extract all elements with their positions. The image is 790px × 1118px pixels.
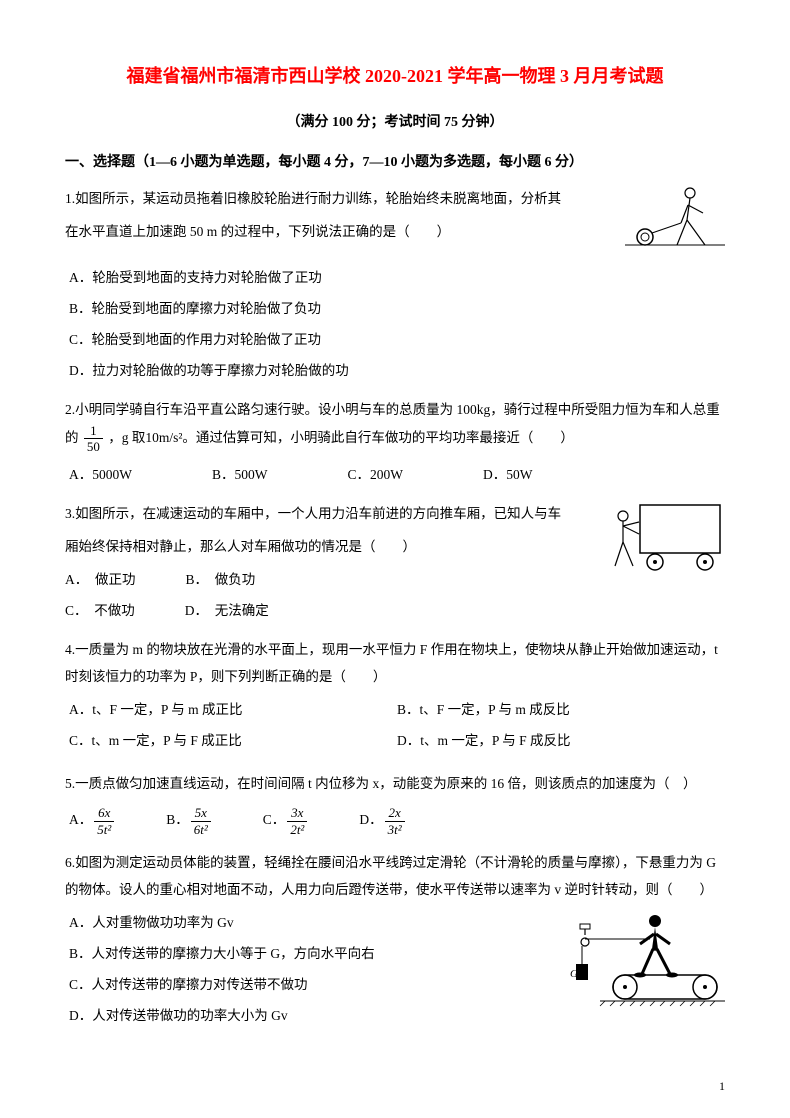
q4-optC: C．t、m 一定，P 与 F 成正比 bbox=[69, 727, 397, 754]
q5-optD: D．2x3t² bbox=[359, 805, 406, 837]
svg-text:G: G bbox=[570, 968, 578, 980]
question-5: 5.一质点做匀加速直线运动，在时间间隔 t 内位移为 x，动能变为原来的 16 … bbox=[65, 770, 725, 837]
q4-optA: A．t、F 一定，P 与 m 成正比 bbox=[69, 696, 397, 723]
question-3: 3.如图所示，在减速运动的车厢中，一个人用力沿车前进的方向推车厢，已知人与车 厢… bbox=[65, 500, 725, 624]
q5-optB: B．5x6t² bbox=[166, 805, 213, 837]
q1-optD: D．拉力对轮胎做的功等于摩擦力对轮胎做的功 bbox=[69, 357, 725, 384]
q6-optB: B．人对传送带的摩擦力大小等于 G，方向水平向右 bbox=[69, 940, 560, 967]
section-heading: 一、选择题（1—6 小题为单选题，每小题 4 分，7—10 小题为多选题，每小题… bbox=[65, 150, 725, 175]
q6-optA: A．人对重物做功功率为 Gv bbox=[69, 909, 560, 936]
q3-optC: C． 不做功 bbox=[65, 597, 135, 624]
q6-optC: C．人对传送带的摩擦力对传送带不做功 bbox=[69, 971, 560, 998]
question-4: 4.一质量为 m 的物块放在光滑的水平面上，现用一水平恒力 F 作用在物块上，使… bbox=[65, 636, 725, 758]
q1-text-line2: 在水平直道上加速跑 50 m 的过程中，下列说法正确的是（ ） bbox=[65, 218, 615, 245]
q2-optB: B．500W bbox=[212, 461, 268, 488]
q3-optB: B． 做负功 bbox=[186, 566, 256, 593]
q3-text-line1: 3.如图所示，在减速运动的车厢中，一个人用力沿车前进的方向推车厢，已知人与车 bbox=[65, 500, 595, 527]
q3-figure bbox=[605, 500, 725, 624]
q6-optD: D．人对传送带做功的功率大小为 Gv bbox=[69, 1002, 560, 1029]
q3-optA: A． 做正功 bbox=[65, 566, 136, 593]
q6-text: 6.如图为测定运动员体能的装置，轻绳拴在腰间沿水平线跨过定滑轮（不计滑轮的质量与… bbox=[65, 849, 725, 903]
q2-optA: A．5000W bbox=[69, 461, 132, 488]
q4-text: 4.一质量为 m 的物块放在光滑的水平面上，现用一水平恒力 F 作用在物块上，使… bbox=[65, 636, 725, 690]
q1-text-line1: 1.如图所示，某运动员拖着旧橡胶轮胎进行耐力训练，轮胎始终未脱离地面，分析其 bbox=[65, 185, 615, 212]
q2-text-after: ，g 取10m/s²。通过估算可知，小明骑此自行车做功的平均功率最接近（ ） bbox=[108, 430, 574, 445]
q3-optD: D． 无法确定 bbox=[185, 597, 269, 624]
q5-optC: C．3x2t² bbox=[263, 805, 310, 837]
q1-optC: C．轮胎受到地面的作用力对轮胎做了正功 bbox=[69, 326, 725, 353]
q2-optD: D．50W bbox=[483, 461, 533, 488]
q6-figure: G bbox=[570, 909, 725, 1033]
question-1: 1.如图所示，某运动员拖着旧橡胶轮胎进行耐力训练，轮胎始终未脱离地面，分析其 在… bbox=[65, 185, 725, 384]
q3-text-line2: 厢始终保持相对静止，那么人对车厢做功的情况是（ ） bbox=[65, 533, 595, 560]
exam-subtitle: （满分 100 分；考试时间 75 分钟） bbox=[65, 110, 725, 135]
q2-frac: 150 bbox=[84, 423, 103, 455]
q5-optA: A．6x5t² bbox=[69, 805, 116, 837]
q2-optC: C．200W bbox=[348, 461, 404, 488]
q4-optB: B．t、F 一定，P 与 m 成反比 bbox=[397, 696, 725, 723]
exam-title: 福建省福州市福清市西山学校 2020-2021 学年高一物理 3 月月考试题 bbox=[65, 60, 725, 92]
question-6: 6.如图为测定运动员体能的装置，轻绳拴在腰间沿水平线跨过定滑轮（不计滑轮的质量与… bbox=[65, 849, 725, 1033]
q1-figure bbox=[625, 185, 725, 264]
q1-optA: A．轮胎受到地面的支持力对轮胎做了正功 bbox=[69, 264, 725, 291]
question-2: 2.小明同学骑自行车沿平直公路匀速行驶。设小明与车的总质量为 100kg，骑行过… bbox=[65, 396, 725, 488]
page-number: 1 bbox=[719, 1076, 725, 1098]
q5-text: 5.一质点做匀加速直线运动，在时间间隔 t 内位移为 x，动能变为原来的 16 … bbox=[65, 770, 725, 797]
q1-optB: B．轮胎受到地面的摩擦力对轮胎做了负功 bbox=[69, 295, 725, 322]
q4-optD: D．t、m 一定，P 与 F 成反比 bbox=[397, 727, 725, 754]
